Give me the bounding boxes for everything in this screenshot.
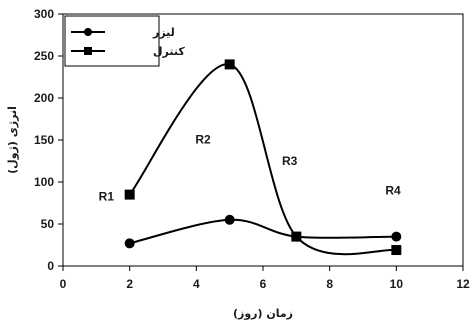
legend-marker-square xyxy=(84,47,92,55)
data-point-square xyxy=(391,245,402,256)
data-point-circle xyxy=(391,231,402,242)
series-layer xyxy=(124,59,402,256)
x-tick-label: 8 xyxy=(326,277,333,291)
data-point-square xyxy=(124,189,135,200)
y-tick-label: 0 xyxy=(47,259,54,273)
data-point-square xyxy=(291,231,302,242)
y-tick-label: 250 xyxy=(34,49,54,63)
data-point-square xyxy=(224,59,235,70)
legend: لیزر کنترل xyxy=(64,15,185,67)
x-axis-ticks: 0 2 4 6 8 10 12 xyxy=(60,266,470,291)
y-axis-ticks: 0 50 100 150 200 250 300 xyxy=(34,7,63,273)
region-label: R1 xyxy=(99,189,115,203)
data-point-circle xyxy=(224,214,235,225)
y-tick-label: 200 xyxy=(34,91,54,105)
region-label: R4 xyxy=(385,184,401,198)
x-tick-label: 2 xyxy=(126,277,133,291)
series-line-1 xyxy=(128,63,397,256)
x-tick-label: 4 xyxy=(193,277,200,291)
y-axis-title: انرژی (ژول) xyxy=(6,106,19,174)
annotation-layer: R1 R2 R3 R4 xyxy=(99,132,401,203)
region-label: R3 xyxy=(282,154,298,168)
x-tick-label: 6 xyxy=(260,277,267,291)
x-tick-label: 12 xyxy=(456,277,470,291)
series-line-0 xyxy=(129,218,397,245)
data-point-circle xyxy=(124,238,135,249)
legend-marker-circle xyxy=(84,28,92,36)
legend-label: لیزر xyxy=(152,26,175,39)
y-tick-label: 50 xyxy=(41,217,55,231)
x-axis-title: زمان (روز) xyxy=(233,307,293,320)
x-tick-label: 0 xyxy=(60,277,67,291)
y-tick-label: 150 xyxy=(34,133,54,147)
region-label: R2 xyxy=(195,132,211,146)
y-tick-label: 300 xyxy=(34,7,54,21)
y-tick-label: 100 xyxy=(34,175,54,189)
x-tick-label: 10 xyxy=(390,277,404,291)
legend-box xyxy=(64,15,160,67)
legend-label: کنترل xyxy=(153,45,185,58)
